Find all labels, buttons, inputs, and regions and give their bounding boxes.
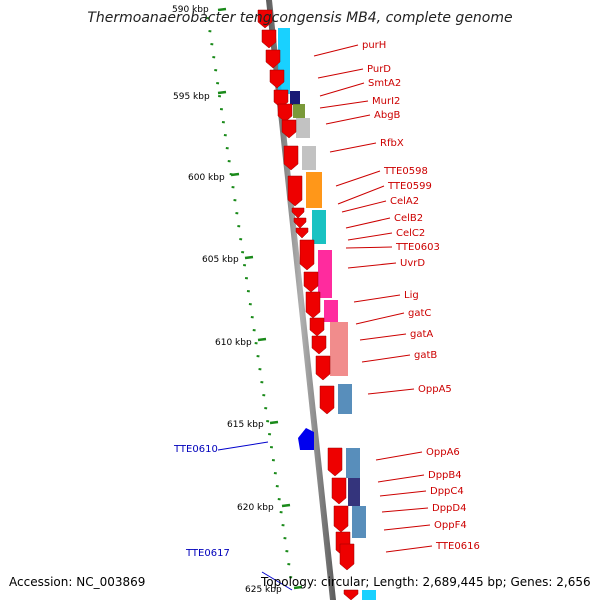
major-tick (231, 174, 239, 175)
gene-label-dppb4[interactable]: DppB4 (428, 470, 462, 481)
leader-line (320, 83, 364, 96)
axis-label-595: 595 kbp (173, 92, 210, 102)
leader-line (382, 508, 428, 512)
leader-line (354, 295, 400, 302)
gene-label-uvrd[interactable]: UvrD (400, 258, 425, 269)
gene-label-celc2[interactable]: CelC2 (396, 228, 425, 239)
major-tick (270, 422, 278, 423)
leader-line (362, 355, 410, 362)
leader-line (386, 546, 432, 552)
gene-label-smta2[interactable]: SmtA2 (368, 78, 401, 89)
leader-line (314, 45, 358, 56)
gene-label-tte0610[interactable]: TTE0610 (173, 444, 218, 455)
leader-line (356, 313, 404, 324)
cog-bar (296, 118, 310, 138)
axis-label-620: 620 kbp (237, 503, 274, 513)
axis-label-610: 610 kbp (215, 338, 252, 348)
gene-label-gatc[interactable]: gatC (408, 308, 431, 319)
accession-label: Accession: NC_003869 (9, 575, 145, 589)
cog-bar (352, 506, 366, 538)
leader-line (330, 143, 376, 152)
cog-bar (318, 250, 332, 298)
leader-line (218, 442, 268, 450)
gene-label-oppa5[interactable]: OppA5 (418, 384, 452, 395)
gene-arrow[interactable] (288, 176, 302, 206)
gene-label-rfbx[interactable]: RfbX (380, 138, 404, 149)
major-tick (282, 505, 290, 506)
cog-bar (346, 448, 360, 478)
gene-label-muri2[interactable]: MurI2 (372, 96, 400, 107)
cog-bar (362, 590, 376, 600)
gene-label-oppa6[interactable]: OppA6 (426, 447, 460, 458)
gene-label-tte0599[interactable]: TTE0599 (387, 181, 432, 192)
leader-line (376, 452, 422, 460)
gene-arrow[interactable] (344, 590, 358, 600)
cog-bar (293, 104, 305, 118)
leader-line (384, 525, 430, 530)
cog-bar (324, 300, 338, 322)
gene-arrow[interactable] (332, 478, 346, 504)
gene-label-lig[interactable]: Lig (404, 290, 419, 301)
leader-line (368, 389, 414, 394)
gene-arrow[interactable] (340, 544, 354, 570)
gene-arrow-reverse[interactable] (298, 428, 314, 450)
cog-bar (302, 146, 316, 170)
topology-label: Topology: circular; Length: 2,689,445 bp… (261, 575, 591, 589)
leader-line (336, 171, 380, 186)
gene-arrow[interactable] (306, 292, 320, 318)
gene-arrow[interactable] (304, 272, 318, 292)
cog-bar (290, 91, 300, 105)
leader-line (338, 186, 384, 204)
gene-arrow[interactable] (312, 336, 326, 354)
cog-bar (338, 384, 352, 414)
gene-label-tte0616[interactable]: TTE0616 (435, 541, 480, 552)
leader-line (346, 247, 392, 248)
gene-label-dppd4[interactable]: DppD4 (432, 503, 466, 514)
leader-line (378, 475, 424, 482)
gene-arrow[interactable] (300, 240, 314, 270)
gene-label-tte0603[interactable]: TTE0603 (395, 242, 440, 253)
gene-label-dppc4[interactable]: DppC4 (430, 486, 464, 497)
gene-arrow[interactable] (316, 356, 330, 380)
gene-label-celb2[interactable]: CelB2 (394, 213, 423, 224)
gene-arrow[interactable] (320, 386, 334, 414)
axis-label-615: 615 kbp (227, 420, 264, 430)
gene-arrow[interactable] (328, 448, 342, 476)
leader-line (342, 201, 386, 212)
major-tick (245, 257, 253, 258)
genome-title: Thermoanaerobacter tengcongensis MB4, co… (0, 10, 600, 26)
cog-bar (306, 172, 322, 208)
leader-line (348, 233, 392, 240)
gene-arrow[interactable] (334, 506, 348, 532)
cog-bar (312, 210, 326, 244)
axis-label-600: 600 kbp (188, 173, 225, 183)
major-tick (258, 339, 266, 340)
gene-label-tte0598[interactable]: TTE0598 (383, 166, 428, 177)
axis-label-605: 605 kbp (202, 255, 239, 265)
leader-line (360, 334, 406, 340)
gene-label-gata[interactable]: gatA (410, 329, 433, 340)
gene-label-gatb[interactable]: gatB (414, 350, 437, 361)
gene-label-abgb[interactable]: AbgB (374, 110, 401, 121)
gene-label-cela2[interactable]: CelA2 (390, 196, 419, 207)
leader-line (320, 101, 368, 108)
leader-line (318, 69, 363, 78)
gene-label-oppf4[interactable]: OppF4 (434, 520, 467, 531)
gene-label-purd[interactable]: PurD (367, 64, 391, 75)
leader-line (326, 115, 370, 124)
leader-line (346, 218, 390, 228)
leader-line (348, 263, 396, 268)
gene-label-purh[interactable]: purH (362, 40, 386, 51)
cog-bar (330, 322, 348, 376)
leader-line (380, 491, 426, 496)
gene-label-tte0617[interactable]: TTE0617 (185, 548, 230, 559)
cog-bar (348, 478, 360, 506)
gene-arrow[interactable] (296, 228, 308, 238)
major-tick (218, 92, 226, 93)
gene-arrow[interactable] (310, 318, 324, 336)
